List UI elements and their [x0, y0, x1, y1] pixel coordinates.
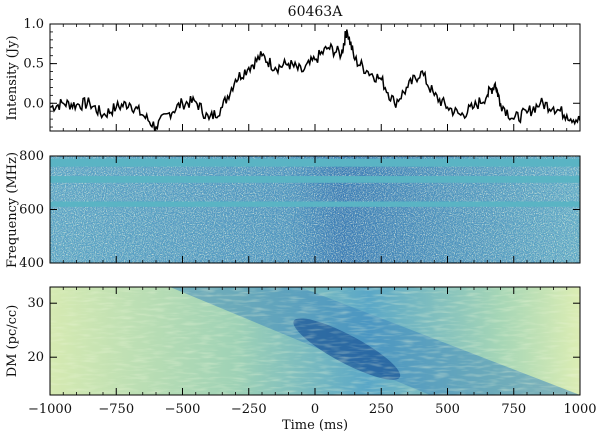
intensity-y-axis-label: Intensity (Jy) — [5, 35, 20, 120]
dm-time-panel: 20 30 DM (pc/cc) — [5, 286, 581, 396]
dynamic-spectrum-noise-dark — [50, 156, 580, 263]
frequency-y-axis-label: Frequency (MHz) — [5, 152, 20, 268]
frequency-y-tick-label: 800 — [19, 149, 44, 164]
dm-time-texture — [50, 287, 580, 395]
x-axis-label: Time (ms) — [282, 418, 348, 433]
dynamic-spectrum-panel: 400 600 800 Frequency (MHz) — [5, 149, 581, 271]
masked-frequency-band — [50, 176, 580, 183]
intensity-y-tick-label: 0.5 — [23, 57, 44, 72]
dm-y-tick-label: 20 — [27, 350, 44, 365]
x-tick-label: 500 — [435, 402, 460, 417]
x-tick-label: 250 — [369, 402, 394, 417]
dm-y-axis-label: DM (pc/cc) — [5, 305, 20, 378]
x-tick-label: 0 — [311, 402, 319, 417]
x-tick-label: −500 — [165, 402, 201, 417]
x-tick-label: 1000 — [563, 402, 596, 417]
intensity-y-tick-label: 1.0 — [23, 17, 44, 32]
chart-title: 60463A — [288, 4, 344, 20]
x-tick-label: −250 — [231, 402, 267, 417]
x-tick-label: 750 — [501, 402, 526, 417]
intensity-y-tick-label: 0.0 — [23, 96, 44, 111]
frequency-y-tick-label: 400 — [19, 256, 44, 271]
intensity-series-line — [50, 29, 580, 131]
intensity-panel: 0.0 0.5 1.0 Intensity (Jy) — [5, 17, 581, 132]
intensity-plot-area — [50, 24, 580, 131]
x-tick-label: −750 — [98, 402, 134, 417]
frequency-y-tick-label: 600 — [19, 203, 44, 218]
dm-y-tick-label: 30 — [27, 296, 44, 311]
x-tick-label: −1000 — [28, 402, 72, 417]
masked-frequency-band — [50, 201, 580, 207]
